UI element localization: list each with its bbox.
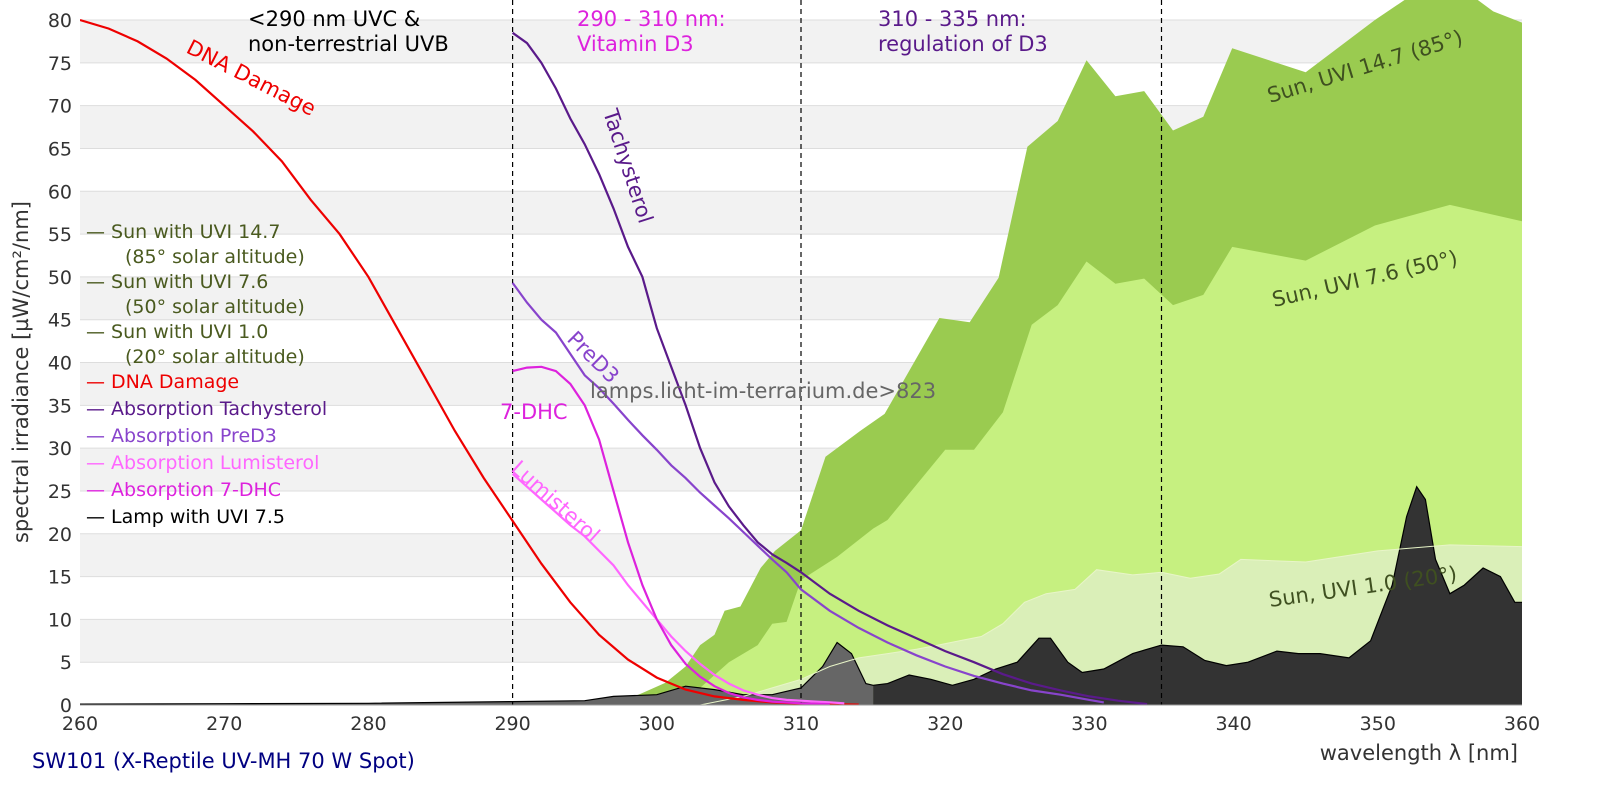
line-absorption-lumisterol [511,472,845,705]
x-tick-label: 330 [1071,713,1107,735]
x-tick-label: 260 [62,713,98,735]
legend-item: — Absorption Lumisterol [86,452,319,474]
region-dividers [511,0,1163,705]
lamp-name-footer: SW101 (X-Reptile UV-MH 70 W Spot) [32,749,415,773]
line-absorption-tachysterol [511,31,1148,705]
line-absorption-7-dhc [512,365,830,705]
legend-item: — Absorption Tachysterol [86,398,327,420]
axis-ticks: 260 270 280 290 300 310 320 330 340 350 360 0 5 10 15 2… [48,10,1540,735]
x-axis-label: wavelength λ [nm] [1320,741,1518,765]
y-tick-label: 45 [48,310,72,332]
x-tick-label: 270 [206,713,242,735]
x-tick-label: 300 [639,713,675,735]
region-label-1-line1: <290 nm UVC & [248,7,420,31]
lamp-area [873,486,1522,705]
y-tick-label: 30 [48,438,72,460]
y-tick-label: 50 [48,267,72,289]
y-tick-label: 15 [48,567,72,589]
lamp-area-below-315nm [80,642,874,705]
y-axis-label: spectral irradiance [µW/cm²/nm] [9,201,33,543]
y-tick-label: 10 [48,609,72,631]
y-tick-label: 0 [60,695,72,717]
region-label-2-line1: 290 - 310 nm: [577,7,726,31]
legend-item-subtitle: (50° solar altitude) [125,296,305,318]
x-tick-label: 340 [1215,713,1251,735]
y-tick-label: 70 [48,96,72,118]
region-label-1-line2: non-terrestrial UVB [248,32,449,56]
sun-uvi-1-0-line [700,544,1522,705]
watermark: lamps.licht-im-terrarium.de>823 [590,379,936,403]
line-absorption-pred3 [511,282,1104,704]
y-tick-label: 65 [48,138,72,160]
7-dhc-label: 7-DHC [500,400,568,424]
legend: — Sun with UVI 14.7 (85° solar altitude) —… [86,221,327,528]
x-tick-label: 360 [1504,713,1540,735]
legend-item-subtitle: (85° solar altitude) [125,246,305,268]
y-tick-label: 25 [48,481,72,503]
x-tick-label: 290 [494,713,530,735]
y-tick-label: 40 [48,353,72,375]
line-dna-damage [80,18,859,705]
y-tick-label: 60 [48,181,72,203]
legend-item: — Sun with UVI 1.0 [86,321,268,343]
y-tick-label: 55 [48,224,72,246]
x-tick-label: 350 [1360,713,1396,735]
line-series [80,18,1148,705]
area-series [80,0,1522,705]
y-tick-label: 80 [48,10,72,32]
region-label-3-line1: 310 - 335 nm: [878,7,1027,31]
x-tick-label: 320 [927,713,963,735]
legend-item: — Lamp with UVI 7.5 [86,506,285,528]
legend-item: — DNA Damage [86,371,239,393]
y-tick-label: 20 [48,524,72,546]
x-tick-label: 310 [783,713,819,735]
x-tick-label: 280 [350,713,386,735]
legend-item-subtitle: (20° solar altitude) [125,346,305,368]
legend-item: — Absorption PreD3 [86,425,277,447]
legend-item: — Sun with UVI 14.7 [86,221,280,243]
y-tick-label: 75 [48,53,72,75]
region-label-3-line2: regulation of D3 [878,32,1048,56]
legend-item: — Absorption 7-DHC [86,479,281,501]
y-tick-label: 35 [48,395,72,417]
y-tick-label: 5 [60,652,72,674]
legend-item: — Sun with UVI 7.6 [86,271,268,293]
region-label-2-line2: Vitamin D3 [577,32,694,56]
